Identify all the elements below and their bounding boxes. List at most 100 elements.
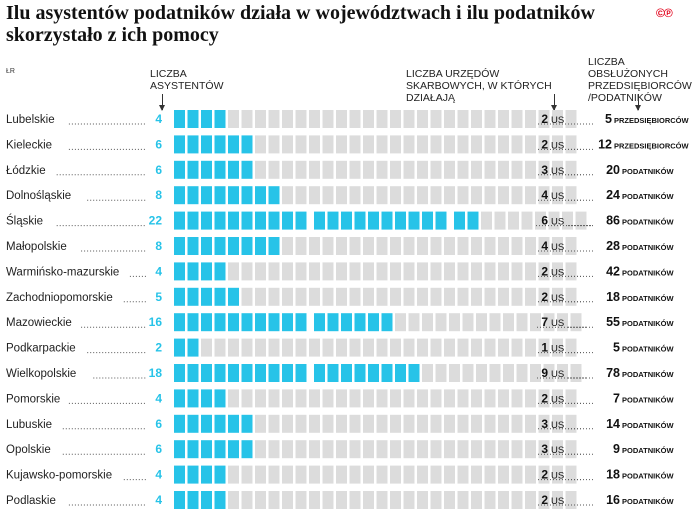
empty-cell — [457, 440, 469, 459]
empty-cell — [282, 389, 293, 408]
empty-cell — [295, 465, 307, 484]
empty-cell — [484, 338, 496, 357]
empty-cell — [435, 313, 447, 332]
empty-cell — [403, 338, 415, 357]
row-offices-unit: US — [551, 394, 564, 405]
empty-cell — [309, 440, 320, 459]
filled-cell — [214, 262, 226, 281]
publisher-logo: ©℗ — [656, 6, 673, 20]
filled-cell — [381, 211, 393, 230]
empty-cell — [282, 135, 293, 154]
empty-cell — [363, 389, 374, 408]
empty-cell — [403, 389, 415, 408]
filled-cell — [467, 211, 479, 230]
empty-cell — [322, 440, 334, 459]
empty-cell — [268, 414, 280, 433]
empty-cell — [268, 491, 280, 509]
empty-cell — [376, 135, 388, 154]
empty-cell — [462, 364, 474, 382]
empty-cell — [363, 186, 374, 205]
row-served-unit: PODATNIKÓW — [622, 497, 674, 506]
row-offices-value: 9 — [541, 366, 548, 380]
filled-cell — [201, 135, 212, 154]
row-region-label: Kujawsko-pomorskie — [6, 470, 112, 482]
filled-cell — [214, 389, 226, 408]
filled-cell — [327, 211, 339, 230]
filled-cell — [368, 364, 379, 382]
filled-cell — [174, 491, 185, 509]
row-served-unit: PODATNIKÓW — [622, 218, 674, 227]
empty-cell — [255, 110, 266, 128]
empty-cell — [349, 186, 361, 205]
filled-cell — [295, 211, 307, 230]
empty-cell — [498, 262, 509, 281]
empty-cell — [255, 440, 266, 459]
empty-cell — [336, 440, 347, 459]
empty-cell — [570, 364, 582, 382]
row-region-label: Opolskie — [6, 444, 51, 456]
empty-cell — [552, 262, 563, 281]
empty-cell — [444, 465, 455, 484]
empty-cell — [349, 237, 361, 255]
empty-cell — [282, 110, 293, 128]
empty-cell — [430, 160, 442, 179]
row-served-unit: PODATNIKÓW — [622, 319, 674, 328]
filled-cell — [314, 211, 325, 230]
empty-cell — [511, 262, 523, 281]
empty-cell — [565, 135, 577, 154]
empty-cell — [309, 414, 320, 433]
filled-cell — [187, 465, 199, 484]
empty-cell — [457, 465, 469, 484]
row-assistants-value: 2 — [155, 341, 162, 355]
empty-cell — [476, 364, 487, 382]
empty-cell — [322, 262, 334, 281]
empty-cell — [282, 160, 293, 179]
empty-cell — [363, 237, 374, 255]
empty-cell — [511, 237, 523, 255]
row-offices-value: 1 — [541, 341, 548, 355]
arrow-down-icon — [635, 94, 641, 111]
filled-cell — [408, 211, 420, 230]
row-assistants-value: 4 — [155, 391, 162, 405]
empty-cell — [336, 262, 347, 281]
empty-cell — [565, 262, 577, 281]
filled-cell — [201, 465, 212, 484]
filled-cell — [174, 389, 185, 408]
empty-cell — [511, 491, 523, 509]
filled-cell — [174, 364, 185, 382]
filled-cell — [201, 237, 212, 255]
empty-cell — [508, 211, 519, 230]
empty-cell — [538, 287, 550, 306]
filled-cell — [241, 186, 253, 205]
empty-cell — [516, 364, 528, 382]
empty-cell — [295, 186, 307, 205]
empty-cell — [498, 440, 509, 459]
row-assistants-value: 16 — [149, 315, 163, 329]
empty-cell — [390, 287, 401, 306]
filled-cell — [174, 237, 185, 255]
empty-cell — [349, 338, 361, 357]
empty-cell — [228, 262, 239, 281]
filled-cell — [174, 465, 185, 484]
filled-cell — [201, 414, 212, 433]
empty-cell — [503, 364, 514, 382]
empty-cell — [471, 465, 482, 484]
empty-cell — [457, 389, 469, 408]
empty-cell — [336, 414, 347, 433]
row-offices-unit: US — [551, 115, 564, 126]
filled-cell — [174, 186, 185, 205]
row-served-value: 5 — [605, 112, 612, 126]
row-offices-unit: US — [551, 267, 564, 278]
filled-cell — [241, 313, 253, 332]
filled-cell — [187, 338, 199, 357]
empty-cell — [255, 465, 266, 484]
empty-cell — [457, 491, 469, 509]
row-served-unit: PODATNIKÓW — [622, 395, 674, 404]
empty-cell — [457, 287, 469, 306]
filled-cell — [228, 364, 239, 382]
empty-cell — [471, 491, 482, 509]
empty-cell — [538, 440, 550, 459]
empty-cell — [552, 414, 563, 433]
empty-cell — [494, 211, 506, 230]
empty-cell — [268, 338, 280, 357]
